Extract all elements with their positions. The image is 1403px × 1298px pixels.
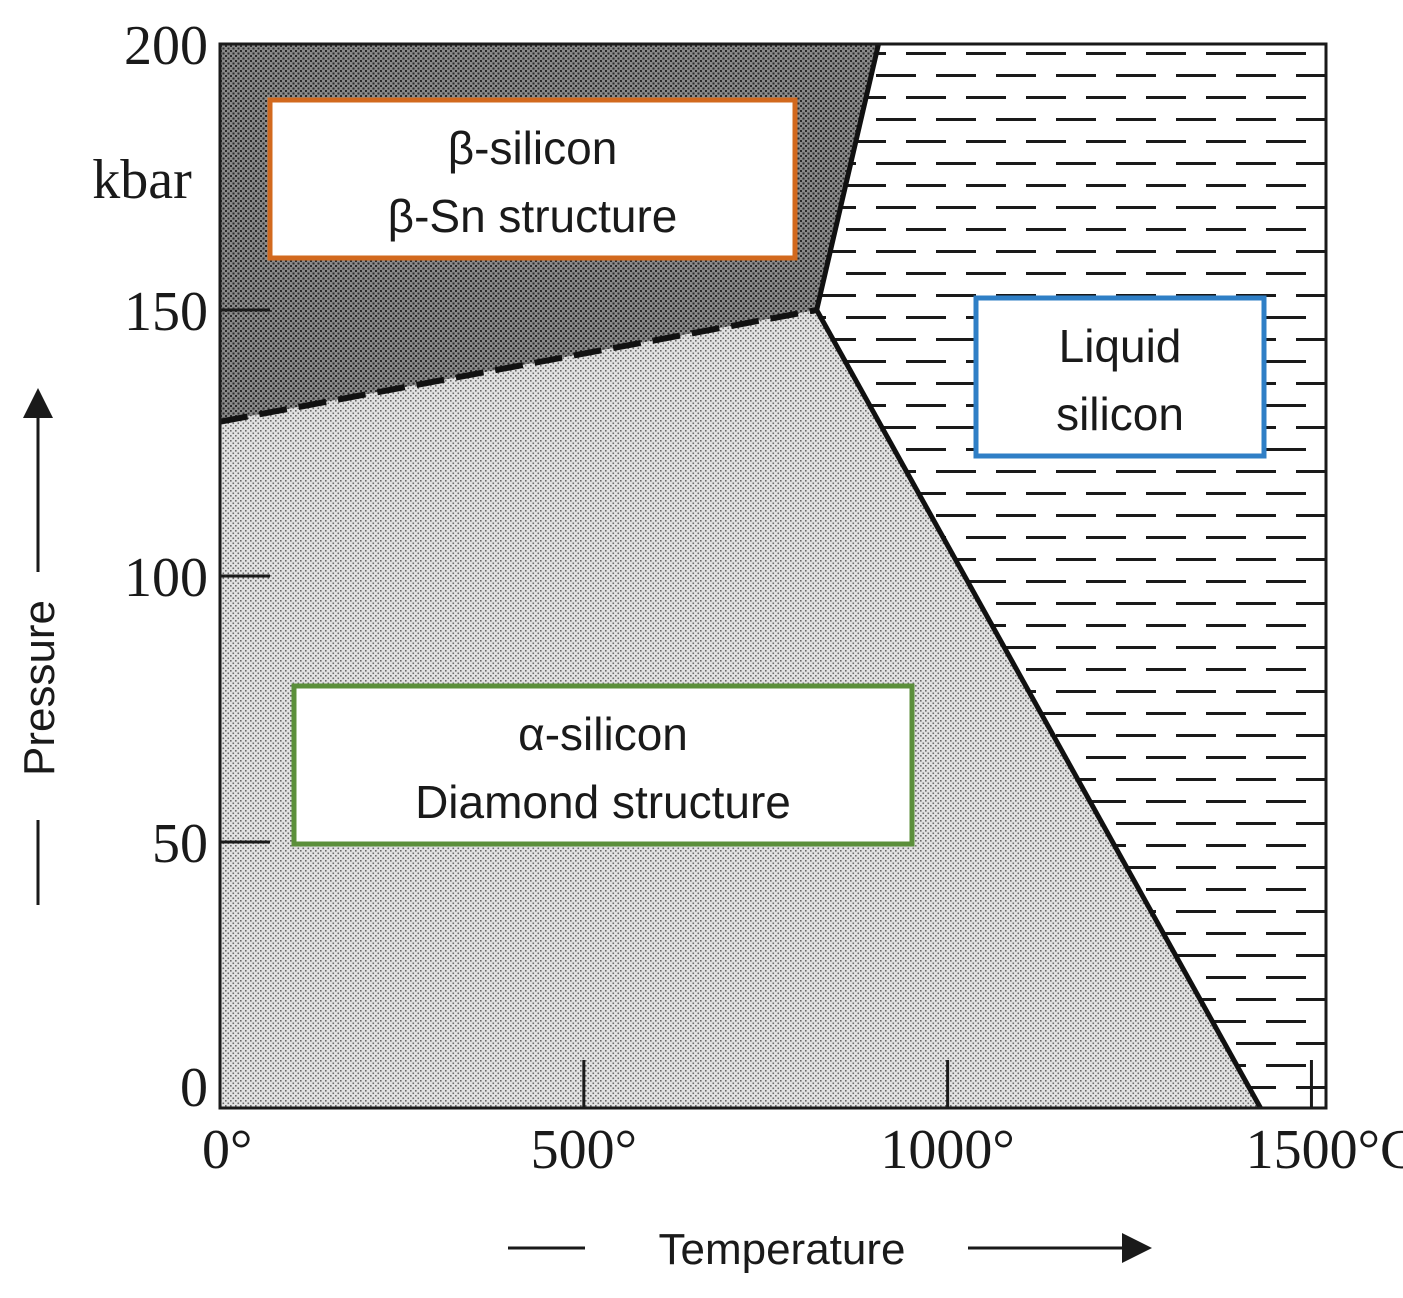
x-tick-label: 1500°C [1246,1119,1403,1181]
y-axis-title: Pressure [15,600,64,776]
x-axis-title: Temperature [658,1225,905,1274]
region-label-line: β-Sn structure [388,190,678,242]
region-label-box [973,295,1267,459]
region-label-line: β-silicon [448,122,618,174]
y-tick-label: 50 [152,813,208,875]
x-tick-label: 500° [531,1119,637,1181]
region-label-line: Liquid [1059,320,1182,372]
y-tick-label: 150 [124,281,208,343]
region-label-line: Diamond structure [415,776,791,828]
region-label-line: silicon [1056,388,1184,440]
region-label-alpha: α-silicon Diamond structure [291,683,915,847]
y-tick-label: 0 [180,1057,208,1119]
x-axis-title-group: Temperature [508,1225,1152,1274]
boundaries-layer [219,43,1263,1110]
ticks-layer: 0 50 100 150 200 0° 500° 1000° 1500°C [124,15,1403,1181]
region-labels-layer: β-silicon β-Sn structure α-silicon Diamond … [267,97,1267,847]
y-tick-label: 100 [124,547,208,609]
region-label-box [291,683,915,847]
region-label-liquid: Liquid silicon [973,295,1267,459]
y-unit-label: kbar [92,149,192,211]
y-axis-title-group: Pressure [15,388,64,905]
x-tick-label: 1000° [880,1119,1014,1181]
region-label-beta: β-silicon β-Sn structure [267,97,798,261]
x-tick-label: 0° [202,1119,252,1181]
region-label-box [267,97,798,261]
region-label-line: α-silicon [518,708,688,760]
boundary-alpha-liquid [814,308,1263,1110]
boundary-alpha-beta [219,307,818,425]
boundary-beta-liquid [814,43,881,311]
y-tick-label: 200 [124,15,208,77]
